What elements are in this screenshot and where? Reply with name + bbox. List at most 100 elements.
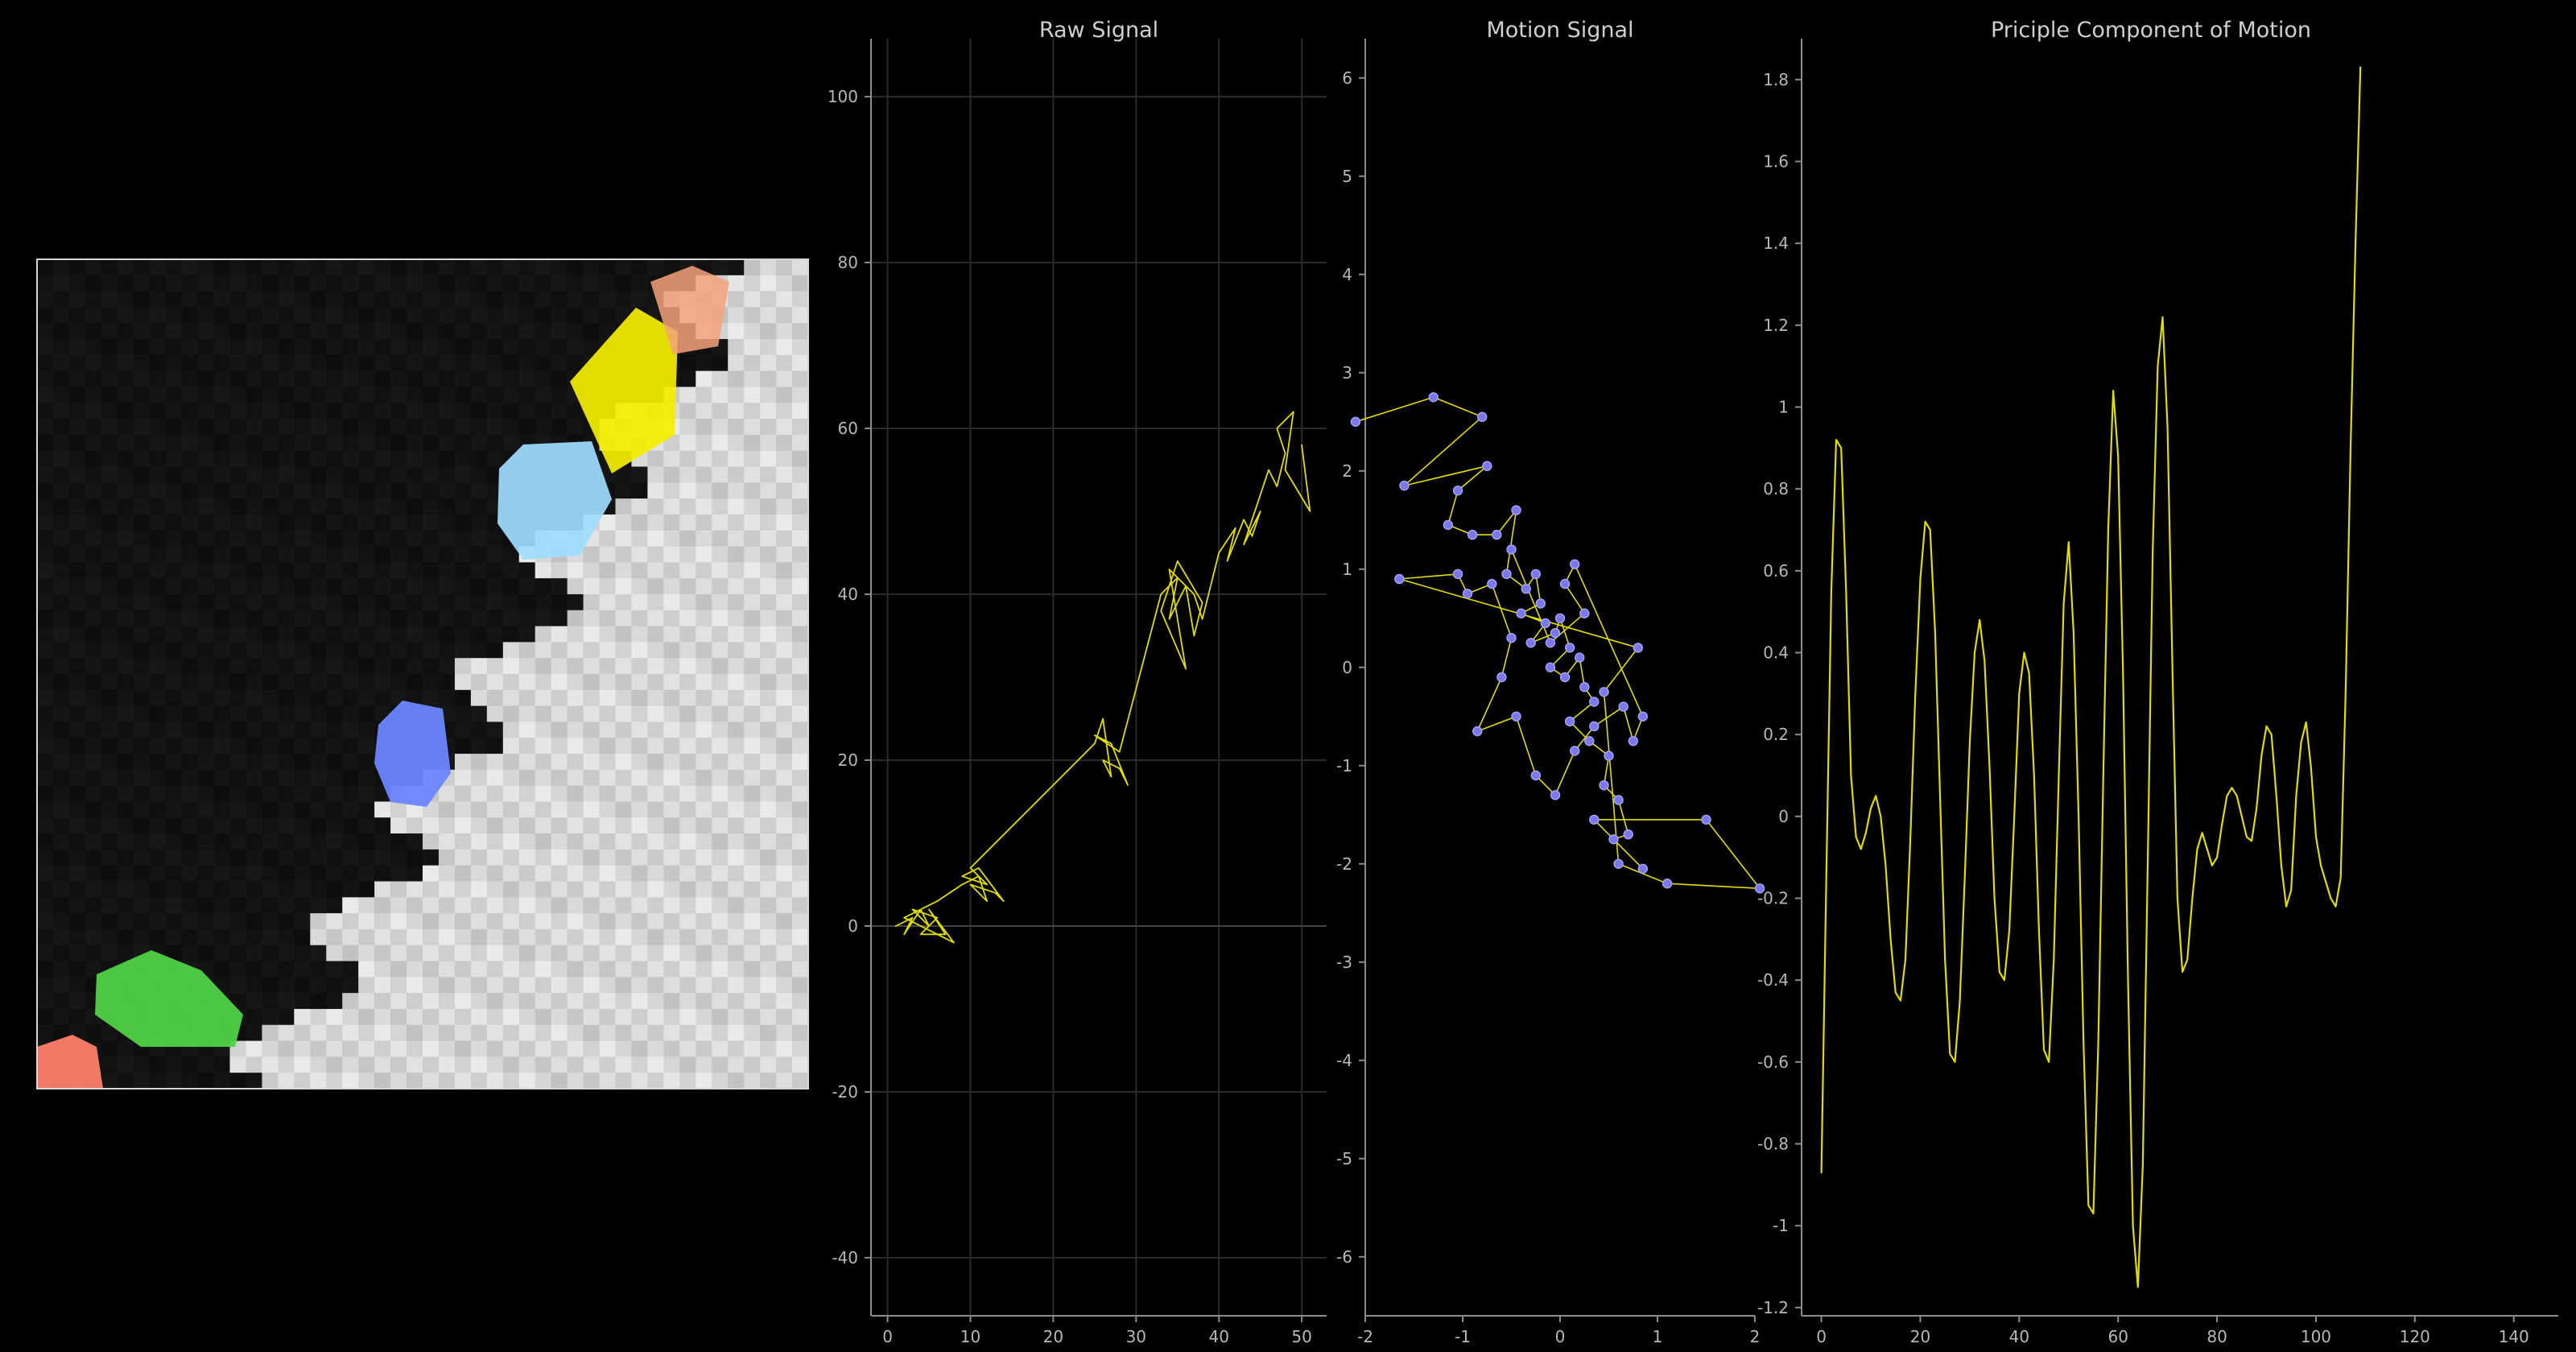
image-pixel bbox=[663, 450, 680, 467]
image-pixel bbox=[502, 434, 520, 451]
image-pixel bbox=[374, 961, 391, 978]
image-pixel bbox=[647, 466, 664, 483]
image-pixel bbox=[567, 1056, 584, 1073]
image-pixel bbox=[181, 339, 198, 356]
image-pixel bbox=[149, 833, 166, 850]
image-pixel bbox=[37, 275, 54, 291]
image-pixel bbox=[679, 1040, 696, 1057]
image-pixel bbox=[454, 323, 472, 340]
image-pixel bbox=[37, 1008, 54, 1026]
image-pixel bbox=[583, 801, 600, 818]
image-pixel bbox=[728, 769, 745, 786]
image-pixel bbox=[181, 450, 198, 467]
image-pixel bbox=[728, 546, 745, 563]
image-pixel bbox=[133, 530, 151, 547]
image-pixel bbox=[647, 897, 664, 914]
image-pixel bbox=[310, 275, 327, 291]
image-pixel bbox=[197, 291, 214, 308]
image-pixel bbox=[567, 865, 584, 882]
image-pixel bbox=[213, 370, 230, 387]
image-pixel bbox=[744, 913, 761, 930]
image-pixel bbox=[744, 593, 761, 611]
image-pixel bbox=[696, 578, 712, 595]
image-pixel bbox=[262, 275, 279, 291]
image-pixel bbox=[423, 514, 440, 531]
image-pixel bbox=[52, 403, 70, 420]
image-pixel bbox=[696, 530, 712, 547]
image-pixel bbox=[535, 562, 551, 579]
image-pixel bbox=[229, 387, 246, 403]
image-pixel bbox=[712, 833, 729, 850]
image-pixel bbox=[663, 738, 680, 755]
image-pixel bbox=[294, 530, 311, 547]
image-pixel bbox=[792, 961, 809, 978]
x-tick-label: 60 bbox=[2107, 1327, 2128, 1346]
image-pixel bbox=[599, 721, 616, 738]
image-pixel bbox=[52, 785, 70, 802]
image-pixel bbox=[760, 323, 777, 340]
image-pixel bbox=[744, 387, 761, 403]
x-tick-label: 140 bbox=[2499, 1327, 2529, 1346]
image-pixel bbox=[760, 1040, 777, 1057]
image-pixel bbox=[68, 546, 86, 563]
image-pixel bbox=[486, 817, 504, 834]
image-pixel bbox=[37, 498, 54, 515]
image-pixel bbox=[470, 658, 488, 675]
image-pixel bbox=[278, 1073, 295, 1089]
image-pixel bbox=[407, 881, 423, 898]
image-pixel bbox=[246, 434, 262, 451]
image-pixel bbox=[101, 928, 118, 946]
image-pixel bbox=[358, 275, 375, 291]
image-pixel bbox=[101, 849, 118, 866]
image-pixel bbox=[647, 961, 664, 978]
image-pixel bbox=[165, 403, 182, 420]
image-pixel bbox=[631, 738, 648, 755]
image-pixel bbox=[117, 370, 134, 387]
image-pixel bbox=[197, 593, 214, 611]
image-pixel bbox=[776, 323, 793, 340]
image-pixel bbox=[567, 721, 584, 738]
x-tick-label: 0 bbox=[1816, 1327, 1827, 1346]
image-pixel bbox=[470, 514, 488, 531]
image-pixel bbox=[197, 642, 214, 659]
image-pixel bbox=[792, 913, 809, 930]
image-pixel bbox=[294, 721, 311, 738]
image-pixel bbox=[374, 801, 391, 818]
image-pixel bbox=[246, 578, 262, 595]
image-pixel bbox=[551, 961, 568, 978]
image-pixel bbox=[117, 450, 134, 467]
image-pixel bbox=[776, 801, 793, 818]
image-pixel bbox=[407, 530, 423, 547]
image-pixel bbox=[246, 658, 262, 675]
image-pixel bbox=[213, 291, 230, 308]
image-pixel bbox=[310, 865, 327, 882]
image-pixel bbox=[326, 801, 343, 818]
image-pixel bbox=[486, 562, 504, 579]
image-pixel bbox=[647, 593, 664, 611]
image-pixel bbox=[631, 466, 648, 483]
image-pixel bbox=[615, 674, 632, 691]
image-pixel bbox=[744, 865, 761, 882]
image-pixel bbox=[52, 658, 70, 675]
image-pixel bbox=[454, 1056, 472, 1073]
image-pixel bbox=[294, 578, 311, 595]
image-pixel bbox=[712, 1040, 729, 1057]
motion-point bbox=[1530, 569, 1542, 580]
image-pixel bbox=[37, 482, 54, 499]
image-pixel bbox=[133, 881, 151, 898]
image-pixel bbox=[696, 593, 712, 611]
image-pixel bbox=[133, 354, 151, 371]
image-pixel bbox=[52, 689, 70, 706]
image-pixel bbox=[101, 945, 118, 961]
image-pixel bbox=[342, 865, 359, 882]
image-border bbox=[36, 258, 809, 1089]
image-pixel bbox=[374, 466, 391, 483]
image-pixel bbox=[149, 865, 166, 882]
image-pixel bbox=[760, 466, 777, 483]
image-pixel bbox=[165, 275, 182, 291]
image-pixel bbox=[310, 642, 327, 659]
image-pixel bbox=[310, 1073, 327, 1089]
image-pixel bbox=[599, 530, 616, 547]
image-pixel bbox=[358, 291, 375, 308]
image-pixel bbox=[117, 323, 134, 340]
